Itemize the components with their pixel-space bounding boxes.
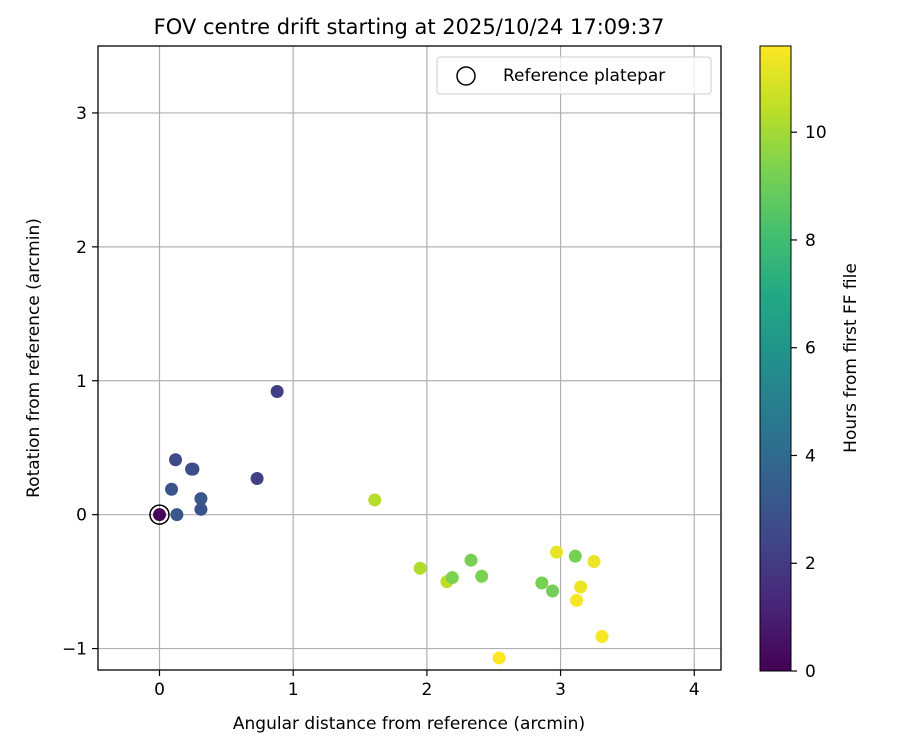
x-tick-label: 3 xyxy=(555,680,566,700)
data-point xyxy=(194,502,208,516)
data-points xyxy=(149,384,609,665)
colorbar: 0 2 4 6 8 10 Hours from first FF file xyxy=(759,45,861,682)
data-point xyxy=(186,462,200,476)
data-point xyxy=(587,555,601,569)
data-point xyxy=(535,576,549,590)
data-point xyxy=(550,545,564,559)
y-tick-label: 2 xyxy=(76,238,87,258)
colorbar-tick-label: 8 xyxy=(805,231,816,251)
data-point xyxy=(492,651,506,665)
colorbar-tick-label: 6 xyxy=(805,339,816,359)
data-point xyxy=(152,508,166,522)
colorbar-tick-label: 10 xyxy=(805,123,827,143)
data-point xyxy=(574,580,588,594)
data-point xyxy=(570,593,584,607)
plot-area-frame xyxy=(97,45,722,671)
chart-title: FOV centre drift starting at 2025/10/24 … xyxy=(154,15,665,39)
data-point xyxy=(568,549,582,563)
data-point xyxy=(464,553,478,567)
x-axis-label: Angular distance from reference (arcmin) xyxy=(233,714,585,734)
data-point xyxy=(445,571,459,585)
colorbar-tick-label: 2 xyxy=(805,554,816,574)
x-tick-label: 4 xyxy=(689,680,700,700)
legend-label: Reference platepar xyxy=(503,66,665,86)
y-tick-label: 1 xyxy=(76,372,87,392)
y-axis-label: Rotation from reference (arcmin) xyxy=(24,218,44,498)
data-point xyxy=(250,472,264,486)
data-point xyxy=(368,493,382,507)
y-axis-ticks: −1 0 1 2 3 xyxy=(62,104,98,660)
legend: Reference platepar xyxy=(436,56,712,95)
data-point xyxy=(194,492,208,506)
legend-box xyxy=(436,56,712,95)
colorbar-gradient xyxy=(759,45,792,672)
y-tick-label: 0 xyxy=(76,506,87,526)
x-tick-label: 2 xyxy=(421,680,432,700)
x-tick-label: 1 xyxy=(288,680,299,700)
reference-platepar-marker xyxy=(149,504,170,525)
y-tick-label: −1 xyxy=(62,640,87,660)
colorbar-ticks: 0 2 4 6 8 10 xyxy=(791,123,827,682)
data-point xyxy=(475,569,489,583)
x-axis-ticks: 0 1 2 3 4 xyxy=(154,670,700,700)
data-point xyxy=(169,453,183,467)
legend-reference-marker-icon xyxy=(456,66,476,86)
grid-lines xyxy=(98,46,721,670)
data-point xyxy=(595,630,609,644)
data-point xyxy=(413,561,427,575)
data-point xyxy=(270,384,284,398)
data-point xyxy=(170,508,184,522)
data-point xyxy=(165,482,179,496)
colorbar-label: Hours from first FF file xyxy=(841,263,861,453)
y-tick-label: 3 xyxy=(76,104,87,124)
colorbar-tick-label: 4 xyxy=(805,446,816,466)
colorbar-tick-label: 0 xyxy=(805,662,816,682)
data-point xyxy=(546,584,560,598)
x-tick-label: 0 xyxy=(154,680,165,700)
